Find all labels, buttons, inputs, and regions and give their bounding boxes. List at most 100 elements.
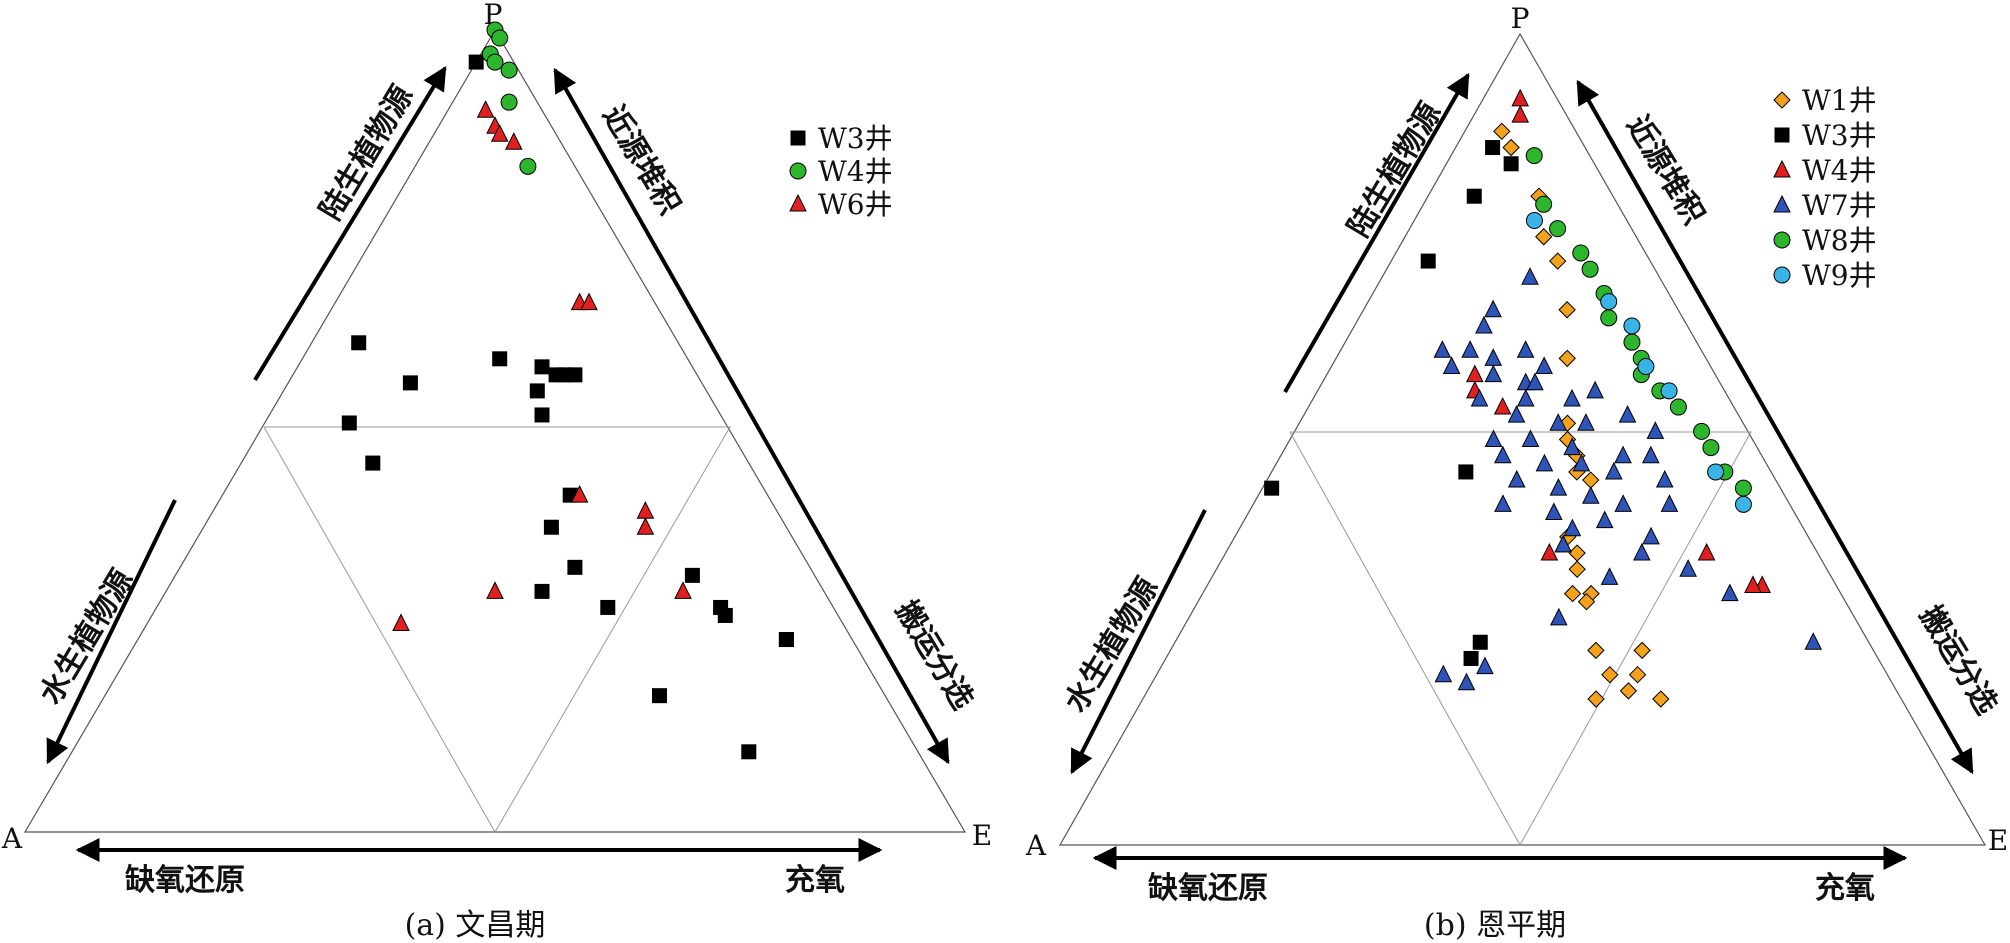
arrow-left-upper xyxy=(253,65,447,382)
legend-swatch xyxy=(1773,194,1791,213)
data-point-W3井 xyxy=(534,359,550,375)
data-point-W7井 xyxy=(1641,445,1660,464)
axis-label-bottom-left: 缺氧还原 xyxy=(1148,871,1268,906)
axis-label-left-upper: 陆生植物源 xyxy=(313,80,420,227)
data-point-W7井 xyxy=(1521,267,1539,285)
data-point-W7井 xyxy=(1484,299,1502,318)
data-point-W7井 xyxy=(1563,388,1581,407)
data-point-W7井 xyxy=(1470,388,1489,407)
data-point-W8井 xyxy=(1669,398,1687,416)
data-point-W3井 xyxy=(1458,464,1474,480)
data-point-W9井 xyxy=(1600,293,1618,311)
data-point-W7井 xyxy=(1494,494,1512,512)
data-point-W7井 xyxy=(1516,388,1535,407)
legend-label: W9井 xyxy=(1802,259,1877,292)
data-point-W8井 xyxy=(1549,220,1567,238)
data-point-W3井 xyxy=(600,599,616,615)
axis-label-right-lower: 搬运分选 xyxy=(888,595,980,716)
data-point-W4井 xyxy=(500,93,518,111)
data-point-W1井 xyxy=(1582,471,1600,489)
data-point-W7井 xyxy=(1633,542,1651,561)
axis-label-right-upper: 近源堆积 xyxy=(1619,110,1711,231)
legend-label: W4井 xyxy=(818,155,893,188)
data-point-W4井 xyxy=(1465,364,1484,383)
data-point-W4井 xyxy=(500,61,518,79)
data-point-W6井 xyxy=(570,485,589,503)
data-point-W7井 xyxy=(1442,356,1461,375)
data-point-W3井 xyxy=(351,335,367,351)
data-point-W4井 xyxy=(1511,104,1530,123)
data-point-W7井 xyxy=(1545,502,1563,520)
data-point-W7井 xyxy=(1605,461,1623,480)
data-point-W7井 xyxy=(1581,486,1600,504)
data-point-W7井 xyxy=(1484,429,1503,447)
legend-swatch xyxy=(1773,159,1791,178)
data-point-W8井 xyxy=(1734,479,1752,497)
data-point-W1井 xyxy=(1548,252,1567,270)
legend-label: W6井 xyxy=(818,188,893,221)
data-point-W3井 xyxy=(468,54,484,70)
data-point-W3井 xyxy=(365,455,381,471)
data-point-W3井 xyxy=(713,599,729,615)
data-point-W1井 xyxy=(1652,690,1670,708)
data-point-W7井 xyxy=(1614,494,1633,512)
data-point-W4井 xyxy=(1697,542,1716,561)
data-point-W1井 xyxy=(1493,122,1511,141)
data-point-W7井 xyxy=(1577,413,1595,431)
legend-label: W4井 xyxy=(1802,154,1877,187)
arrow-right-bidirectional xyxy=(553,67,950,765)
data-point-W7井 xyxy=(1721,583,1739,602)
legend-label: W7井 xyxy=(1802,189,1877,222)
panel-caption: (a) 文昌期 xyxy=(405,908,546,943)
data-point-W7井 xyxy=(1461,340,1479,358)
axis-label-right-lower: 搬运分选 xyxy=(1912,600,2004,721)
data-point-W8井 xyxy=(1581,260,1599,278)
data-point-W7井 xyxy=(1642,526,1660,545)
data-point-W7井 xyxy=(1476,656,1494,675)
vertex-label-top: P xyxy=(1511,2,1530,35)
data-point-W7井 xyxy=(1554,534,1573,553)
vertex-label-right: E xyxy=(1988,824,2008,857)
data-point-W7井 xyxy=(1535,453,1554,472)
data-point-W3井 xyxy=(1485,140,1501,156)
data-point-W3井 xyxy=(492,351,508,367)
inner-divider-lines xyxy=(263,426,731,834)
data-point-W7井 xyxy=(1586,380,1604,399)
data-point-W7井 xyxy=(1679,559,1697,577)
data-point-W9井 xyxy=(1660,382,1678,400)
data-point-W3井 xyxy=(1463,650,1479,666)
data-point-W3井 xyxy=(543,519,559,535)
data-point-W7井 xyxy=(1655,469,1674,488)
data-point-W7井 xyxy=(1563,437,1581,456)
data-points xyxy=(1264,88,1823,708)
data-point-W9井 xyxy=(1623,317,1641,335)
data-point-W9井 xyxy=(1707,463,1725,481)
data-point-W1井 xyxy=(1563,584,1582,603)
data-point-W1井 xyxy=(1587,641,1605,660)
axis-label-left-lower: 水生植物源 xyxy=(33,564,140,711)
data-point-W3井 xyxy=(1420,253,1436,269)
ternary-panel-b: P A E 陆生植物源 水生植物源 近源堆积 搬运分选 缺氧还原 充氧 (b) … xyxy=(1025,2,2008,943)
data-point-W7井 xyxy=(1549,478,1568,496)
data-point-W7井 xyxy=(1535,356,1553,375)
legend-swatch xyxy=(789,162,807,180)
data-point-W7井 xyxy=(1549,413,1568,431)
data-point-W3井 xyxy=(567,367,583,383)
data-point-W8井 xyxy=(1572,244,1590,262)
data-point-W7井 xyxy=(1614,445,1632,464)
data-point-W7井 xyxy=(1618,405,1637,423)
data-point-W7井 xyxy=(1595,510,1614,529)
data-point-W7井 xyxy=(1507,469,1526,488)
data-point-W7井 xyxy=(1646,421,1665,439)
arrow-left-lower xyxy=(1070,509,1207,775)
data-point-W3井 xyxy=(567,559,583,575)
inner-divider-lines xyxy=(1289,431,1752,847)
arrow-right-bidirectional xyxy=(1576,79,1974,775)
axis-label-right-upper: 近源堆积 xyxy=(595,100,687,221)
legend-swatch xyxy=(1773,231,1791,249)
data-point-W3井 xyxy=(741,744,757,760)
data-point-W6井 xyxy=(486,581,504,599)
